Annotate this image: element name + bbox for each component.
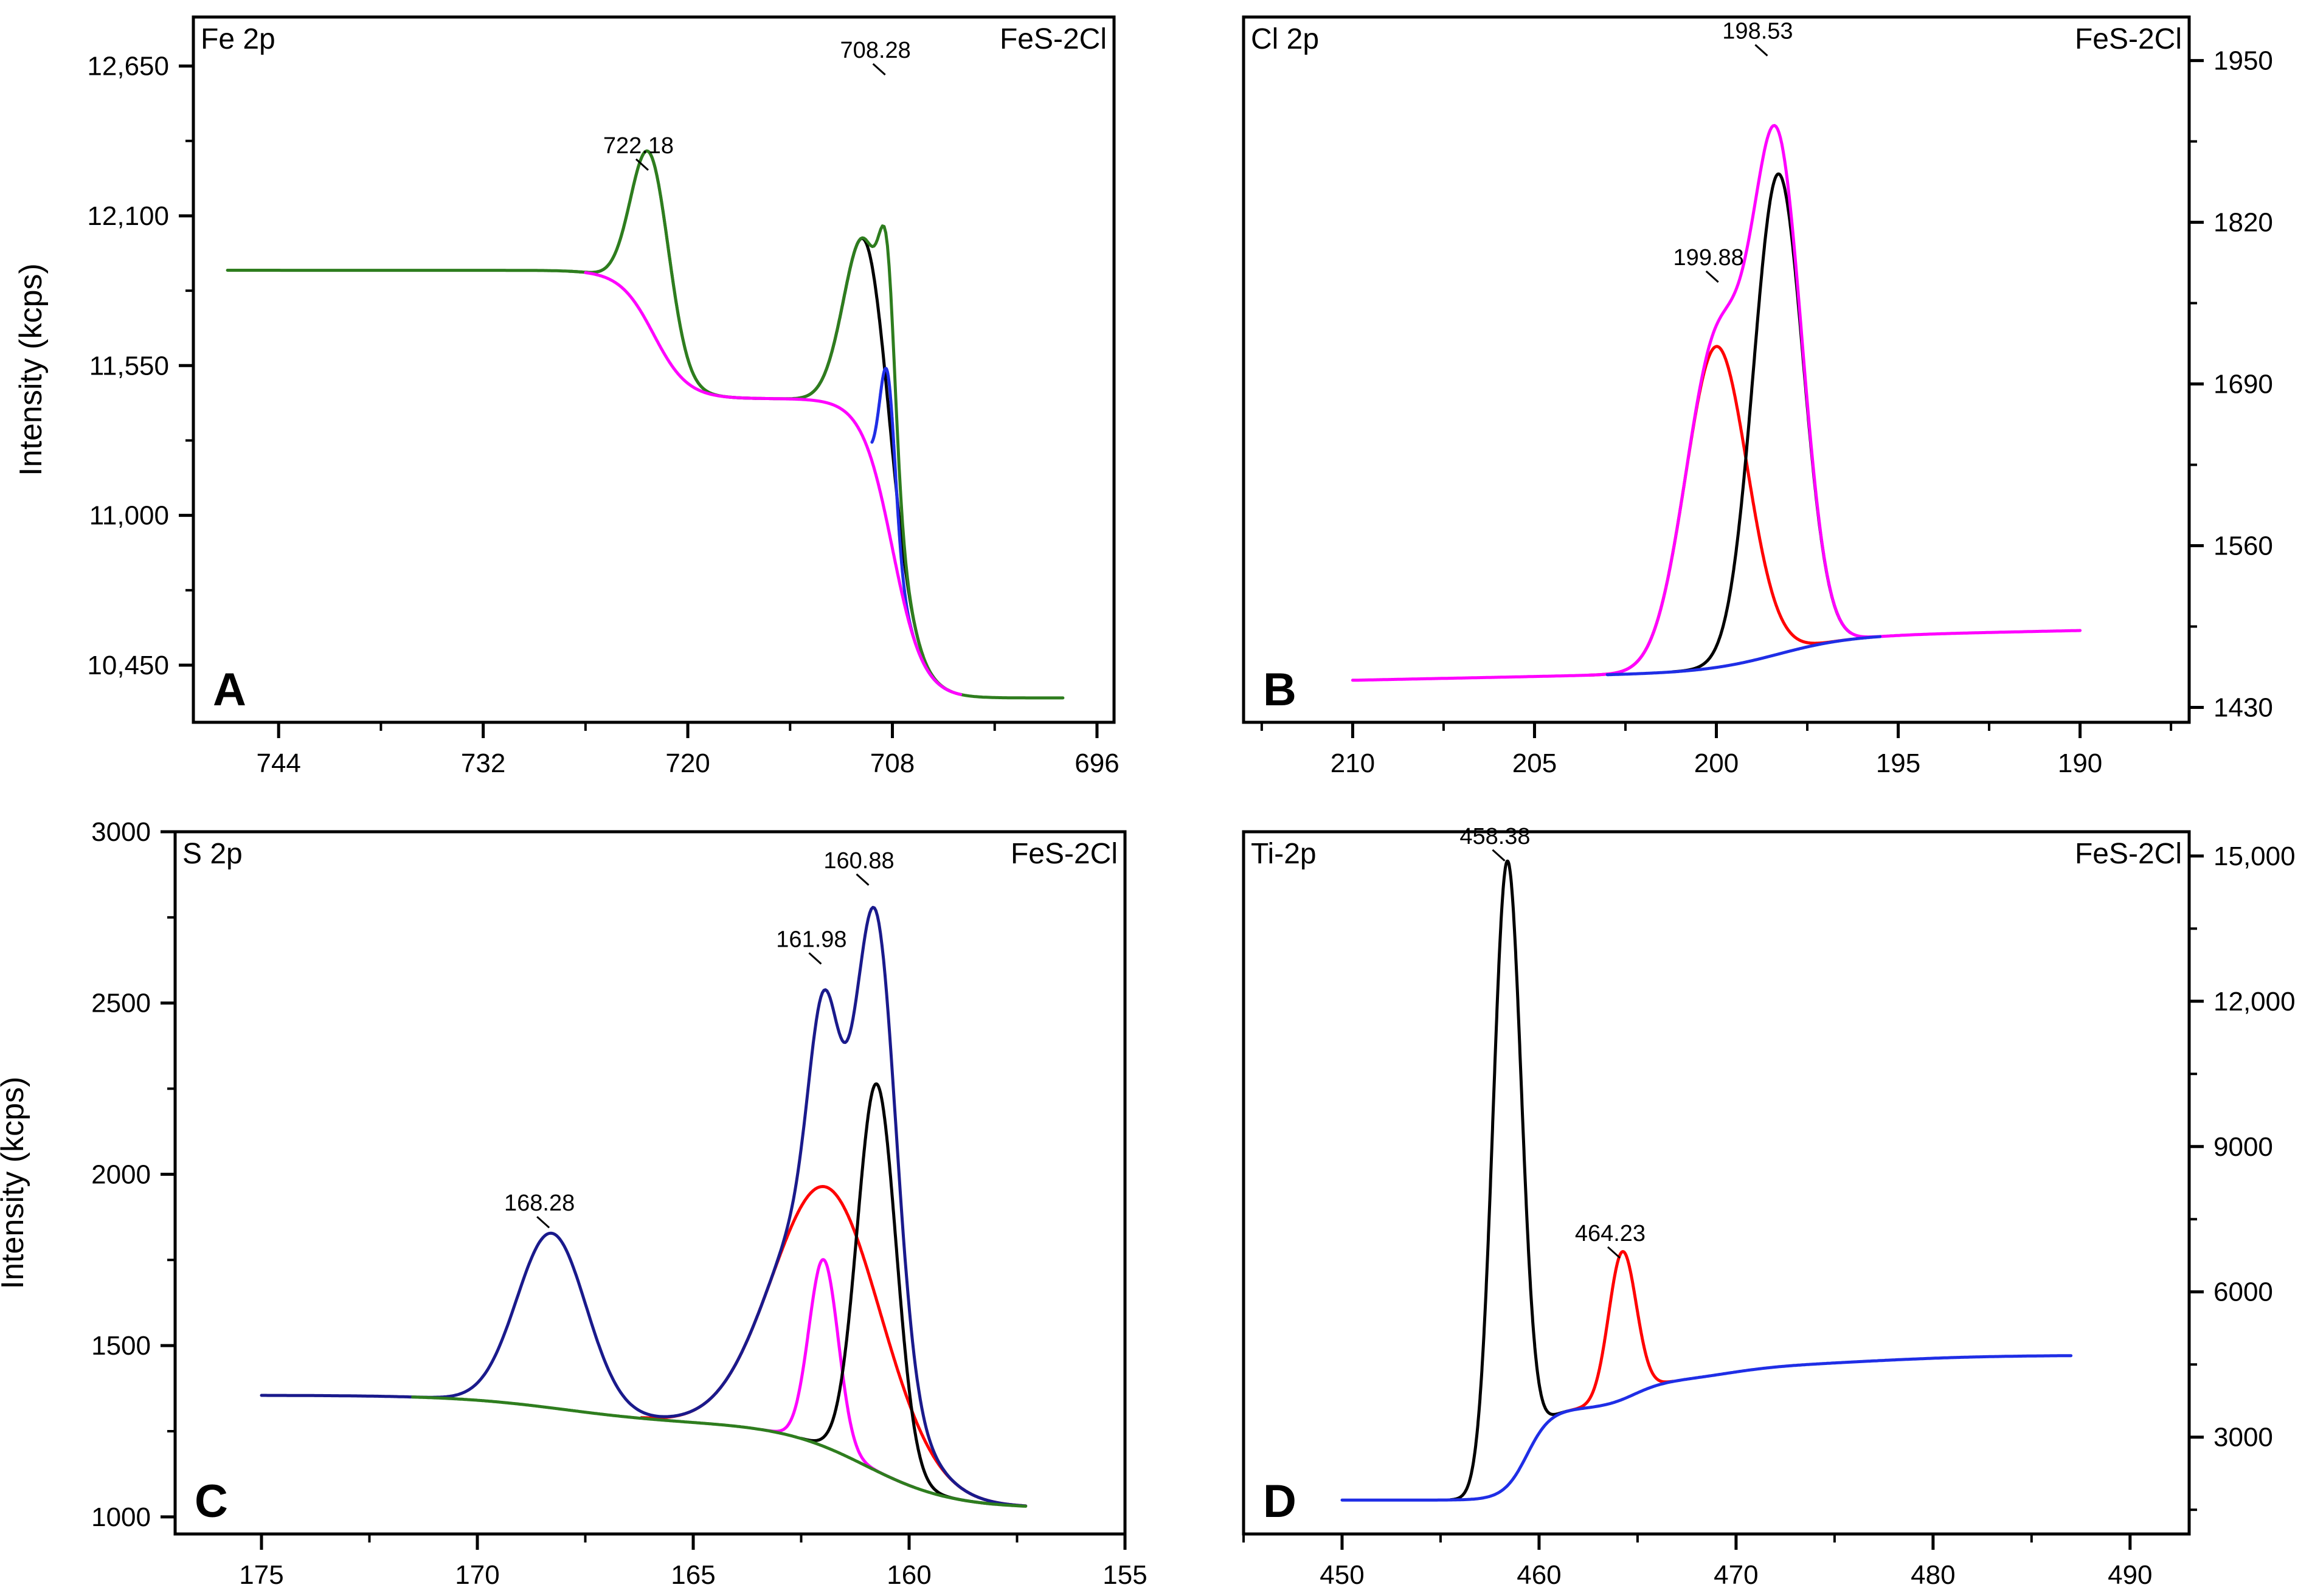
y-tick-label: 1000 <box>91 1502 151 1532</box>
y-tick-label: 3000 <box>2213 1423 2273 1453</box>
panel-title: Cl 2p <box>1251 23 1319 55</box>
series-envelope <box>226 149 1065 700</box>
peak-annotation: 160.88 <box>823 848 894 874</box>
panel-title: Fe 2p <box>201 23 275 55</box>
x-tick-label: 450 <box>1320 1560 1364 1590</box>
panel-letter: D <box>1263 1476 1296 1527</box>
peak-annotation: 708.28 <box>840 38 911 63</box>
x-tick-label: 460 <box>1517 1560 1561 1590</box>
panel-d: 450 460 470 480 490 3000 6000 9000 12,000 15,000 T… <box>1242 824 2296 1590</box>
annotation-leader <box>635 158 649 171</box>
sample-label: FeS-2Cl <box>1000 23 1107 55</box>
panel-letter: A <box>213 664 246 716</box>
x-tick-label: 470 <box>1714 1560 1758 1590</box>
y-tick-label: 12,000 <box>2213 987 2296 1017</box>
y-tick-label: 1950 <box>2213 46 2273 76</box>
y-tick-label: 1690 <box>2213 370 2273 399</box>
x-tick-label: 696 <box>1075 748 1119 778</box>
x-tick-label: 720 <box>665 748 710 778</box>
x-tick-label: 175 <box>239 1560 283 1590</box>
annotation-leader <box>1607 1246 1621 1259</box>
y-tick-label: 1560 <box>2213 531 2273 561</box>
x-tick-label: 165 <box>671 1560 715 1590</box>
annotation-leader <box>1705 270 1719 283</box>
y-tick-label: 9000 <box>2213 1132 2273 1162</box>
peak-annotation: 458.38 <box>1459 824 1530 849</box>
series-background <box>411 1395 1028 1508</box>
y-tick-label: 12,100 <box>87 201 169 231</box>
panel-title: S 2p <box>182 838 243 870</box>
x-tick-label: 160 <box>887 1560 931 1590</box>
panel-title: Ti-2p <box>1251 838 1317 870</box>
x-tick-label: 205 <box>1512 748 1557 778</box>
peak-annotation: 168.28 <box>504 1190 575 1216</box>
y-tick-label: 2000 <box>91 1159 151 1189</box>
peak-annotation: 722.18 <box>603 133 674 159</box>
y-tick-label: 12,650 <box>87 52 169 81</box>
series-envelope <box>1351 123 2082 682</box>
y-tick-label: 11,000 <box>89 501 169 531</box>
x-tick-label: 480 <box>1911 1560 1955 1590</box>
annotation-leader <box>872 63 886 76</box>
y-axis-label: Intensity (kcps) <box>0 1077 30 1290</box>
panel-letter: C <box>195 1476 228 1527</box>
peak-annotation: 161.98 <box>776 927 846 952</box>
x-tick-label: 190 <box>2058 748 2102 778</box>
annotation-leader <box>856 873 870 886</box>
y-tick-label: 15,000 <box>2213 841 2296 871</box>
series-cl-2p1-2 <box>1587 345 1853 677</box>
series-ti-2p3-2 <box>1448 859 1570 1502</box>
y-tick-label: 3000 <box>91 817 151 847</box>
annotation-leader <box>1754 44 1768 57</box>
x-tick-label: 708 <box>870 748 915 778</box>
y-tick-label: 1500 <box>91 1331 151 1361</box>
x-tick-label: 744 <box>256 748 300 778</box>
series-background <box>1340 1354 2073 1502</box>
panel-b: 210 205 200 195 190 1430 1560 1690 1820 1950 Cl 2p… <box>1242 15 2273 778</box>
plot-frame <box>1242 15 2191 724</box>
x-tick-label: 170 <box>455 1560 499 1590</box>
peak-annotation: 464.23 <box>1575 1221 1646 1246</box>
y-tick-label: 11,550 <box>89 351 169 381</box>
series-ti-2p1-2 <box>1567 1250 1675 1412</box>
y-tick-label: 10,450 <box>87 651 169 680</box>
annotation-leader <box>1492 849 1506 862</box>
sample-label: FeS-2Cl <box>2075 23 2182 55</box>
plot-frame <box>192 15 1116 724</box>
x-tick-label: 155 <box>1102 1560 1147 1590</box>
plot-frame <box>173 830 1127 1536</box>
panel-c: 175 170 165 160 155 1000 1500 2000 2500 3000 Inten… <box>0 817 1147 1590</box>
series-envelope <box>260 905 1028 1508</box>
x-tick-label: 210 <box>1331 748 1375 778</box>
sample-label: FeS-2Cl <box>2075 838 2182 870</box>
x-tick-label: 200 <box>1694 748 1739 778</box>
plot-frame <box>1242 830 2191 1536</box>
panel-letter: B <box>1263 664 1296 716</box>
y-tick-label: 1820 <box>2213 208 2273 238</box>
x-tick-label: 490 <box>2108 1560 2152 1590</box>
x-tick-label: 195 <box>1876 748 1920 778</box>
annotation-leader <box>808 952 822 965</box>
peak-annotation: 198.53 <box>1722 19 1793 44</box>
y-axis-label: Intensity (kcps) <box>13 263 49 476</box>
series-s-2p-component-1 <box>640 1185 1028 1508</box>
sample-label: FeS-2Cl <box>1011 838 1118 870</box>
series-background <box>1605 635 1882 677</box>
annotation-leader <box>536 1216 550 1229</box>
y-tick-label: 1430 <box>2213 693 2273 722</box>
y-tick-label: 6000 <box>2213 1277 2273 1307</box>
y-tick-label: 2500 <box>91 989 151 1018</box>
panel-a: 744 732 720 708 696 10,450 11,000 11,550 12,100 1… <box>13 15 1120 778</box>
peak-annotation: 199.88 <box>1673 245 1744 271</box>
x-tick-label: 732 <box>461 748 505 778</box>
series-fe-2p3-2-sharp <box>870 367 954 694</box>
series-background <box>584 271 963 696</box>
